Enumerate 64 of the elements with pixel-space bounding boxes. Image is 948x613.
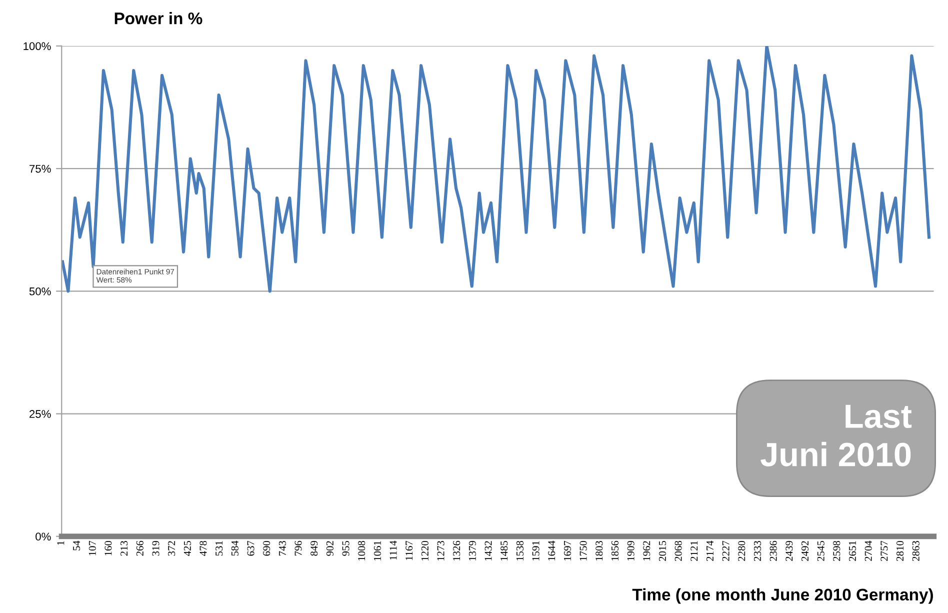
x-tick-label: 2810: [896, 540, 904, 561]
y-tick-label: 50%: [29, 287, 51, 296]
annotation: Last Juni 2010: [760, 404, 912, 466]
x-tick-label: 266: [136, 540, 144, 556]
x-tick-label: 955: [342, 540, 350, 556]
x-tick-label: 1697: [564, 540, 571, 560]
y-tick-label: 0%: [36, 532, 51, 541]
x-tick-label: 1114: [390, 540, 397, 560]
x-tick-label: 2492: [802, 541, 809, 561]
x-tick-label: 1856: [611, 540, 618, 560]
x-tick-label: 902: [326, 541, 334, 556]
x-tick-label: 1803: [596, 540, 603, 560]
x-tick-label: 2704: [864, 540, 872, 561]
x-tick-label: 1326: [453, 540, 460, 560]
x-tick-label: 2227: [722, 540, 730, 561]
y-axis-title: Power in %: [114, 12, 202, 24]
x-tick-label: 107: [88, 540, 96, 556]
x-tick-label: 1167: [406, 540, 413, 560]
y-tick-label: 100%: [24, 42, 51, 50]
x-tick-label: 1432: [484, 541, 492, 560]
x-tick-label: 1644: [548, 540, 556, 560]
x-tick-label: 319: [152, 540, 160, 556]
x-tick-label: 1220: [421, 540, 428, 560]
x-tick-label: 2333: [754, 540, 761, 561]
x-tick-label: 2651: [849, 541, 856, 561]
x-tick-label: 690: [263, 540, 270, 556]
x-tick-label: 849: [310, 540, 318, 556]
x-tick-label: 1379: [468, 540, 476, 560]
x-tick-label: 2015: [658, 540, 666, 561]
line-series: [62, 46, 931, 293]
x-tick-label: 1273: [437, 540, 444, 560]
x-tick-label: 531: [216, 541, 223, 556]
x-tick-label: 1909: [627, 540, 634, 560]
x-tick-label: 1485: [500, 540, 508, 560]
x-tick-label: 1962: [643, 541, 650, 560]
x-tick-label: 584: [231, 540, 238, 556]
x-tick-label: 54: [73, 540, 80, 550]
x-tick-label: 2121: [690, 541, 698, 561]
y-tick-label: 75%: [30, 164, 51, 173]
x-tick-label: 2545: [817, 540, 824, 561]
x-tick-label: 2280: [738, 540, 746, 561]
x-tick-label: 2863: [912, 540, 920, 561]
x-tick-label: 2174: [706, 540, 714, 561]
x-tick-label: 1008: [358, 540, 366, 560]
x-tick-label: 478: [200, 540, 207, 556]
x-tick-label: 1591: [532, 541, 540, 560]
x-tick-label: 2598: [833, 540, 840, 561]
x-tick-label: 160: [104, 540, 112, 556]
x-tick-label: 1061: [374, 541, 381, 560]
x-tick-label: 1750: [580, 540, 587, 560]
x-tick-label: 2439: [786, 540, 793, 561]
y-tick-label: 25%: [30, 410, 51, 418]
x-axis-title: Time (one month June 2010 Germany): [632, 588, 933, 604]
x-tick-label: 2757: [880, 540, 888, 561]
x-tick-label: 1: [57, 541, 64, 545]
x-tick-label: 2068: [674, 540, 682, 561]
x-tick-label: 372: [168, 541, 176, 556]
x-tick-label: 637: [247, 540, 254, 556]
x-tick-label: 796: [294, 540, 302, 556]
x-tick-label: 1538: [516, 540, 524, 560]
x-tick-label: 213: [120, 540, 128, 556]
x-tick-label: 425: [184, 540, 191, 556]
x-tick-label: 743: [278, 540, 286, 556]
x-tick-label: 2386: [770, 540, 777, 561]
